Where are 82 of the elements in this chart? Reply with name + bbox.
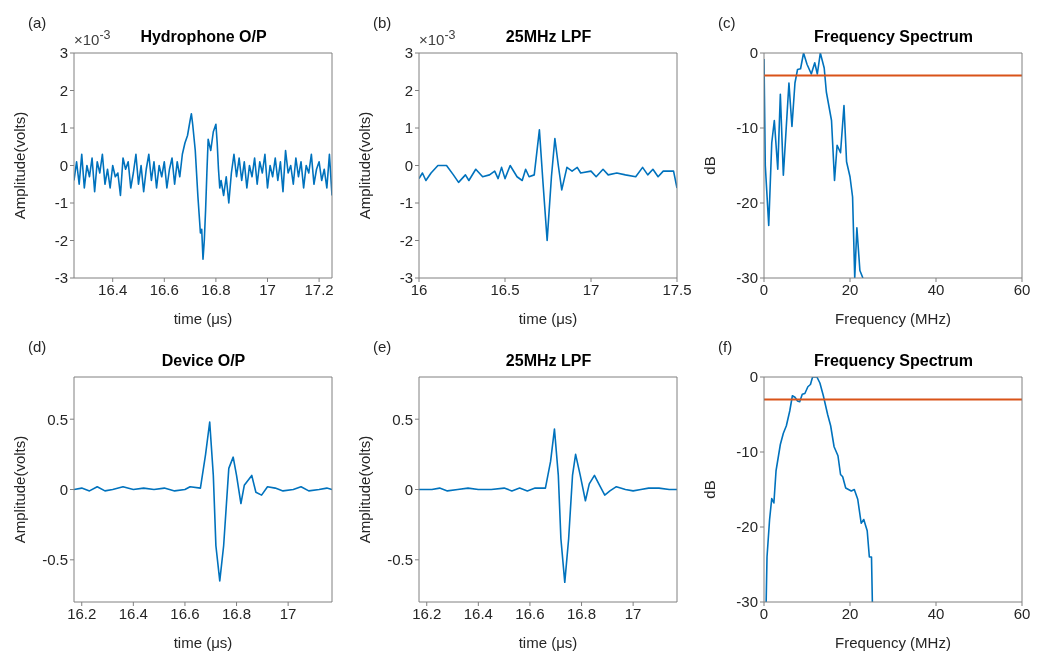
text: (e) <box>373 338 392 355</box>
line-series <box>419 428 677 584</box>
y-tick-label: 0 <box>404 156 413 174</box>
x-tick-label: 16.6 <box>149 280 179 298</box>
y-tick-label: -0.5 <box>387 551 413 569</box>
x-tick-label: 40 <box>927 280 945 298</box>
x-tick-label: 16.6 <box>515 604 545 622</box>
x-tick-label: 16.4 <box>463 604 493 622</box>
y-tick-label: 2 <box>404 81 413 99</box>
x-axis-title: time (μs) <box>518 634 578 651</box>
x-tick-label: 17 <box>624 604 642 622</box>
y-tick-label: 1 <box>404 119 413 137</box>
text: (f) <box>718 338 733 355</box>
x-tick-label: 20 <box>841 604 859 622</box>
text: (b) <box>373 14 392 31</box>
x-tick-label: 20 <box>841 280 859 298</box>
x-tick-label: 16.8 <box>221 604 252 622</box>
y-tick-label: -20 <box>736 518 758 536</box>
x-axis-title: time (μs) <box>173 310 233 327</box>
y-axis-title: dB <box>701 156 719 175</box>
chart-title: Device O/P <box>160 352 247 370</box>
y-tick-label: 0.5 <box>47 410 68 428</box>
x-tick-label: 16.4 <box>118 604 148 622</box>
y-axis-title: dB <box>701 480 719 499</box>
y-tick-label: 1 <box>59 119 68 137</box>
y-tick-label: -3 <box>54 269 68 287</box>
text: (d) <box>28 338 47 355</box>
text: (c) <box>718 14 736 31</box>
x-tick-label: 17 <box>582 280 600 298</box>
text: (a) <box>28 14 47 31</box>
chart-title: Frequency Spectrum <box>812 352 975 370</box>
y-tick-label: -1 <box>399 194 413 212</box>
y-tick-label: -2 <box>54 231 68 249</box>
x-tick-label: 16.8 <box>566 604 597 622</box>
y-tick-label: 0 <box>749 368 758 386</box>
y-tick-label: -30 <box>736 593 758 611</box>
y-tick-label: -20 <box>736 194 758 212</box>
y-axis-title: Amplitude(volts) <box>356 435 374 544</box>
y-tick-label: 0 <box>404 480 413 498</box>
x-tick-label: 16.8 <box>201 280 231 298</box>
x-tick-label: 17.2 <box>304 280 334 298</box>
x-tick-label: 60 <box>1013 280 1031 298</box>
x-tick-label: 40 <box>927 604 945 622</box>
y-tick-label: 0 <box>59 480 68 498</box>
x-tick-label: 60 <box>1013 604 1031 622</box>
y-tick-label: -30 <box>736 269 758 287</box>
y-axis-title: Amplitude(volts) <box>11 435 29 544</box>
y-tick-label: 0 <box>59 156 68 174</box>
x-axis-title: time (μs) <box>518 310 578 327</box>
y-tick-label: -0.5 <box>42 551 68 569</box>
chart-title: Frequency Spectrum <box>812 28 975 46</box>
x-tick-label: 16.4 <box>98 280 128 298</box>
y-tick-label: -10 <box>736 443 758 461</box>
y-tick-label: -1 <box>54 194 68 212</box>
line-series <box>419 129 677 242</box>
x-tick-label: 16.2 <box>412 604 442 622</box>
chart-title: 25MHz LPF <box>504 352 593 370</box>
text: ×10$^{-3}$ <box>74 28 111 48</box>
chart-title: 25MHz LPF <box>505 28 592 45</box>
y-axis-title: Amplitude(volts) <box>11 111 29 220</box>
text: ×10$^{-3}$ <box>419 28 456 48</box>
x-tick-label: 17 <box>279 604 297 622</box>
y-tick-label: 0.5 <box>392 410 413 428</box>
y-tick-label: -2 <box>399 231 413 249</box>
x-tick-label: 16.6 <box>170 604 200 622</box>
y-axis-title: Amplitude(volts) <box>356 111 374 220</box>
x-axis-title: time (μs) <box>173 634 233 651</box>
x-tick-label: 17.5 <box>662 280 692 298</box>
y-tick-label: 3 <box>59 44 68 62</box>
y-tick-label: 0 <box>749 44 758 62</box>
x-tick-label: 16.2 <box>67 604 97 622</box>
line-series <box>74 112 332 261</box>
x-tick-label: 17 <box>259 280 276 298</box>
chart-title: Hydrophone O/P <box>140 28 267 45</box>
y-tick-label: 2 <box>59 81 68 99</box>
y-tick-label: -3 <box>399 269 413 287</box>
y-tick-label: -10 <box>736 119 758 137</box>
x-axis-title: Frequency (MHz) <box>835 310 951 327</box>
x-axis-title: Frequency (MHz) <box>835 634 951 651</box>
y-tick-label: 3 <box>404 44 413 62</box>
x-tick-label: 16.5 <box>490 280 520 298</box>
line-series <box>74 421 332 582</box>
